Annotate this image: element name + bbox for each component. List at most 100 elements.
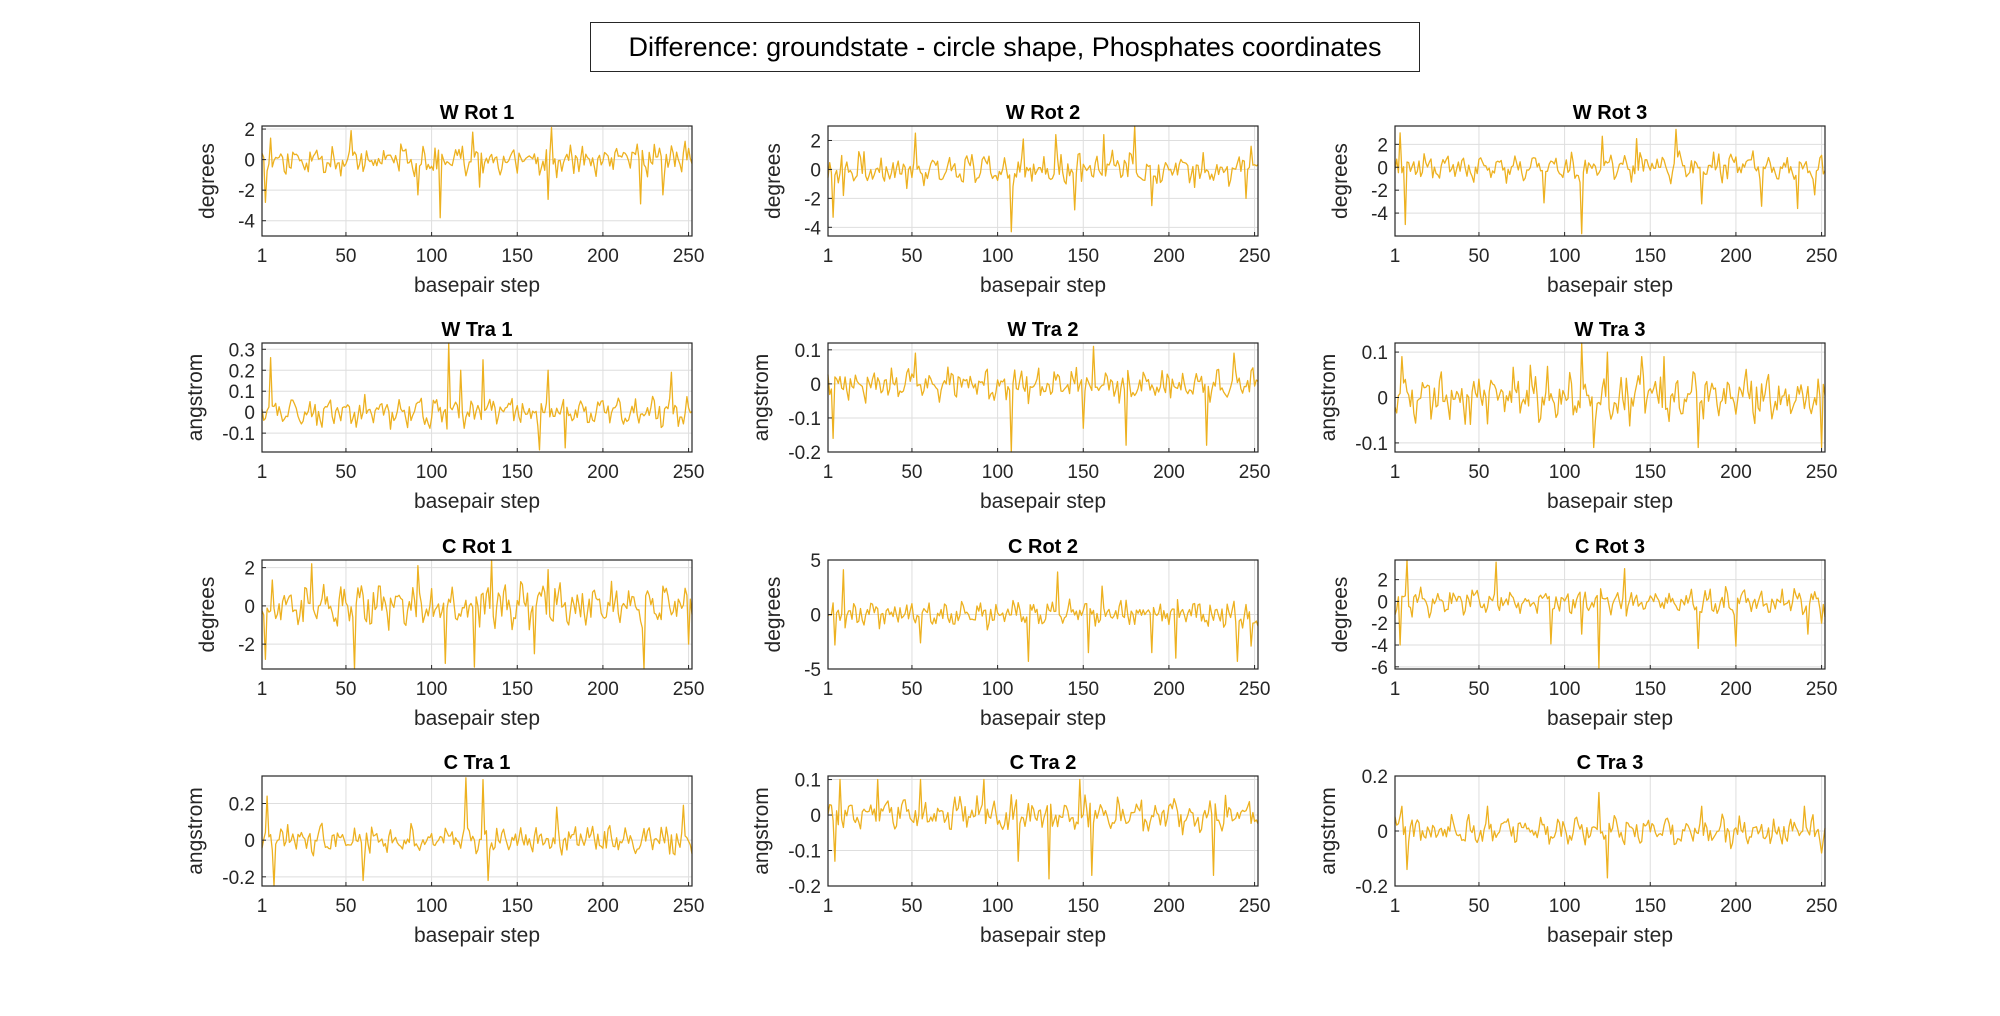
y-tick-label: -2 <box>238 181 255 202</box>
x-tick-label: 200 <box>587 679 619 700</box>
x-tick-label: 100 <box>1549 246 1581 267</box>
y-tick-label: 2 <box>1377 571 1388 592</box>
subplot-title: C Tra 3 <box>1577 752 1644 774</box>
x-axis-label: basepair step <box>980 707 1106 730</box>
x-tick-label: 250 <box>1806 679 1838 700</box>
axes-frame <box>1394 559 1826 670</box>
x-tick-label: 100 <box>416 246 448 267</box>
data-series-line <box>1394 128 1826 235</box>
x-axis-label: basepair step <box>980 274 1106 297</box>
subplot: 1 50 100 150 200 250-0.2-0.100.1C Tra 2basepa… <box>750 752 1270 947</box>
data-series-line <box>1394 791 1826 879</box>
x-axis-label: basepair step <box>1547 490 1673 513</box>
y-axis-label: angstrom <box>184 787 207 875</box>
x-tick-label: 250 <box>1239 679 1271 700</box>
x-tick-label: 50 <box>901 246 922 267</box>
x-axis-label: basepair step <box>980 490 1106 513</box>
subplot-title: W Tra 3 <box>1574 319 1645 341</box>
y-axis-label: angstrom <box>184 354 207 442</box>
subplot-title: C Tra 1 <box>444 752 511 774</box>
y-tick-label: 0 <box>810 806 821 827</box>
x-tick-label: 150 <box>501 679 533 700</box>
x-tick-label: 1 <box>1390 679 1401 700</box>
y-tick-label: -5 <box>804 660 821 681</box>
x-tick-label: 150 <box>1067 462 1099 483</box>
data-series-line <box>827 569 1259 663</box>
y-axis-label: degrees <box>762 143 785 219</box>
y-tick-label: 0.3 <box>229 340 255 361</box>
x-axis-label: basepair step <box>414 707 540 730</box>
y-tick-label: 0 <box>1377 389 1388 410</box>
axes-frame <box>261 559 693 670</box>
x-tick-label: 250 <box>673 679 705 700</box>
x-tick-label: 200 <box>587 462 619 483</box>
x-tick-label: 1 <box>257 462 268 483</box>
data-series-line <box>261 126 693 219</box>
x-tick-label: 50 <box>901 462 922 483</box>
axes-frame <box>827 125 1259 237</box>
y-tick-label: 2 <box>1377 135 1388 156</box>
x-tick-label: 150 <box>501 462 533 483</box>
x-tick-label: 200 <box>587 246 619 267</box>
x-tick-label: 100 <box>416 462 448 483</box>
x-tick-label: 50 <box>901 679 922 700</box>
data-series-line <box>1394 559 1826 669</box>
y-tick-label: 0 <box>1377 158 1388 179</box>
y-tick-label: 5 <box>810 551 821 572</box>
x-tick-label: 50 <box>1468 896 1489 917</box>
x-axis-label: basepair step <box>1547 924 1673 947</box>
subplot-title: C Rot 1 <box>442 536 512 558</box>
subplot-title: W Rot 3 <box>1573 102 1647 124</box>
y-tick-label: -0.1 <box>788 842 821 863</box>
y-tick-label: 0 <box>244 831 255 852</box>
x-tick-label: 1 <box>823 246 834 267</box>
x-tick-label: 1 <box>1390 246 1401 267</box>
y-axis-label: degrees <box>762 577 785 653</box>
y-tick-label: 0 <box>244 403 255 424</box>
y-tick-label: 0 <box>810 606 821 627</box>
y-tick-label: -2 <box>238 635 255 656</box>
x-axis-label: basepair step <box>414 490 540 513</box>
y-tick-label: -4 <box>1371 636 1388 657</box>
y-tick-label: 0.1 <box>795 341 821 362</box>
x-tick-label: 50 <box>1468 246 1489 267</box>
y-axis-label: angstrom <box>750 354 773 442</box>
x-tick-label: 50 <box>901 896 922 917</box>
x-tick-label: 250 <box>1806 462 1838 483</box>
plot-area <box>262 776 692 886</box>
y-tick-label: -0.1 <box>222 424 255 445</box>
y-tick-label: 0.2 <box>229 795 255 816</box>
x-tick-label: 200 <box>1720 462 1752 483</box>
subplot: 1 50 100 150 200 250-0.2-0.100.1W Tra 2basepa… <box>750 319 1270 513</box>
plot-area <box>262 343 692 452</box>
data-series-line <box>1394 342 1826 449</box>
x-tick-label: 50 <box>335 679 356 700</box>
plot-area <box>262 560 692 669</box>
x-tick-label: 100 <box>982 462 1014 483</box>
figure-suptitle: Difference: groundstate - circle shape, … <box>590 22 1420 72</box>
y-tick-label: 0.1 <box>229 382 255 403</box>
y-tick-label: -0.1 <box>788 409 821 430</box>
x-tick-label: 150 <box>1067 679 1099 700</box>
x-tick-label: 200 <box>1153 679 1185 700</box>
y-axis-label: angstrom <box>1317 787 1340 875</box>
subplot-title: W Tra 2 <box>1007 319 1078 341</box>
y-tick-label: -6 <box>1371 658 1388 679</box>
x-tick-label: 250 <box>1806 896 1838 917</box>
x-tick-label: 250 <box>1806 246 1838 267</box>
x-tick-label: 100 <box>416 679 448 700</box>
x-tick-label: 1 <box>1390 462 1401 483</box>
y-tick-label: -0.2 <box>222 868 255 889</box>
x-tick-label: 1 <box>1390 896 1401 917</box>
x-axis-label: basepair step <box>980 924 1106 947</box>
x-tick-label: 150 <box>1634 462 1666 483</box>
x-tick-label: 200 <box>1153 462 1185 483</box>
x-tick-label: 50 <box>1468 462 1489 483</box>
x-tick-label: 100 <box>982 246 1014 267</box>
